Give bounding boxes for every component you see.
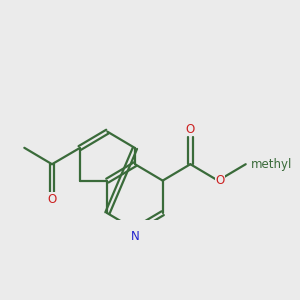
Text: methyl: methyl — [250, 158, 292, 171]
Text: O: O — [216, 174, 225, 187]
Text: N: N — [130, 230, 140, 243]
Text: O: O — [47, 193, 57, 206]
Text: O: O — [186, 123, 195, 136]
